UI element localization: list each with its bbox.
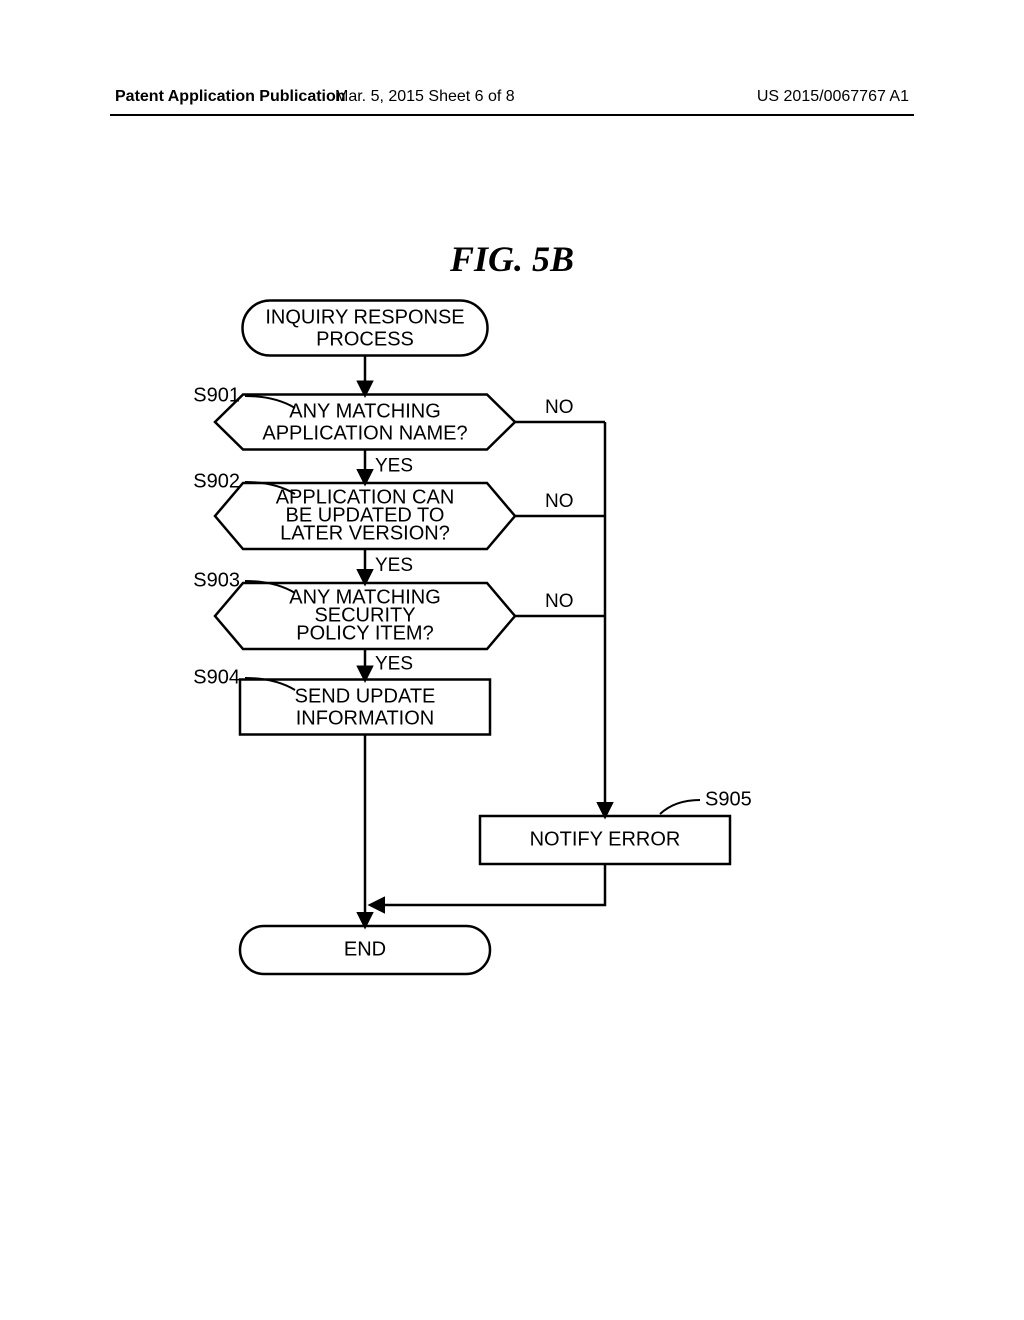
header-mid: Mar. 5, 2015 Sheet 6 of 8 (335, 88, 515, 106)
figure-title: FIG. 5B (0, 238, 1024, 280)
svg-text:NO: NO (545, 491, 574, 512)
header-left: Patent Application Publication (115, 88, 346, 106)
header-rule (110, 114, 914, 116)
svg-text:S904: S904 (193, 666, 240, 688)
svg-text:POLICY ITEM?: POLICY ITEM? (296, 622, 433, 644)
svg-text:NOTIFY ERROR: NOTIFY ERROR (530, 828, 681, 850)
svg-text:PROCESS: PROCESS (316, 328, 414, 350)
svg-text:SEND UPDATE: SEND UPDATE (295, 685, 436, 707)
svg-text:S905: S905 (705, 788, 752, 810)
svg-text:LATER VERSION?: LATER VERSION? (280, 522, 450, 544)
svg-text:YES: YES (375, 653, 413, 674)
svg-text:APPLICATION NAME?: APPLICATION NAME? (262, 422, 467, 444)
svg-text:INQUIRY RESPONSE: INQUIRY RESPONSE (265, 306, 464, 328)
svg-text:NO: NO (545, 397, 574, 418)
svg-text:END: END (344, 938, 386, 960)
header-right: US 2015/0067767 A1 (757, 88, 909, 106)
svg-text:S902: S902 (193, 470, 240, 492)
flowchart: INQUIRY RESPONSEPROCESSS901ANY MATCHINGA… (0, 295, 1024, 1055)
svg-text:S903: S903 (193, 569, 240, 591)
svg-text:ANY MATCHING: ANY MATCHING (289, 400, 441, 422)
svg-text:NO: NO (545, 591, 574, 612)
svg-text:YES: YES (375, 455, 413, 476)
svg-text:YES: YES (375, 555, 413, 576)
svg-text:INFORMATION: INFORMATION (296, 707, 435, 729)
